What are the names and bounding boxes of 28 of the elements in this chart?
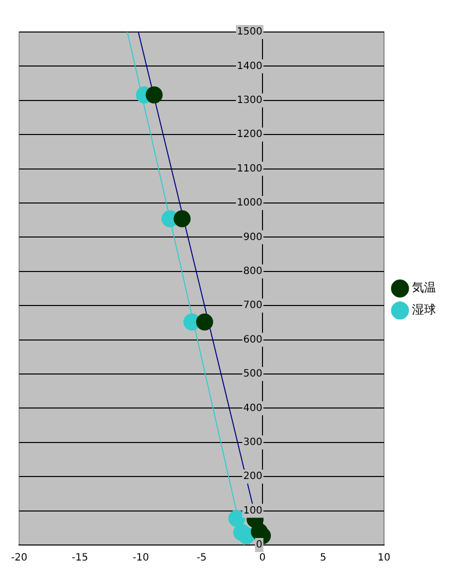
legend-label: 気温 (412, 280, 436, 295)
y-tick-label: 1000 (236, 198, 262, 209)
y-tick-label: 300 (243, 436, 262, 448)
y-tick-label: 500 (243, 368, 262, 380)
y-tick-label: 1500 (236, 26, 262, 38)
x-tick-label: -20 (10, 552, 28, 564)
x-tick-label: -5 (196, 552, 207, 564)
point (174, 210, 191, 228)
point (196, 314, 214, 331)
y-tick-label: 1300 (236, 94, 262, 106)
y-tick-label: 1100 (236, 163, 262, 174)
legend-label: 湿球 (412, 302, 436, 317)
y-tick-label: 700 (243, 300, 262, 312)
y-tick-label: 0 (256, 540, 262, 551)
point (146, 86, 163, 104)
y-tick-label: 800 (243, 266, 262, 277)
y-tick-label: 200 (243, 471, 262, 482)
x-tick-label: -10 (132, 552, 149, 564)
y-tick-label: 100 (243, 505, 262, 516)
x-tick-label: -15 (72, 552, 88, 564)
x-tick-label: 10 (378, 552, 390, 564)
y-tick-label: 1400 (236, 60, 262, 72)
x-tick-label: 5 (320, 552, 326, 564)
y-tick-label: 900 (243, 232, 262, 243)
y-tick-label: 400 (243, 402, 262, 414)
y-tick-label: 1200 (236, 129, 262, 140)
point (228, 510, 246, 527)
y-tick-label: 600 (243, 334, 262, 346)
